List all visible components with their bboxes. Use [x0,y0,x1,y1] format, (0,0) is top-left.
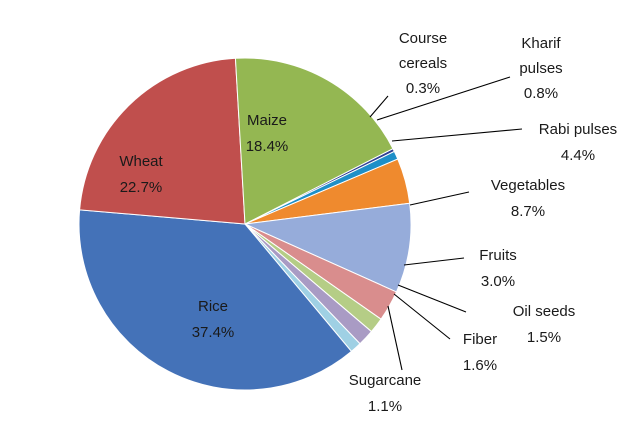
slice-value-rice: 37.4% [192,324,235,341]
slice-value-wheat: 22.7% [120,179,163,196]
slice-label-vegetables: Vegetables [491,177,565,194]
leader-line-kharif-pulses [376,76,511,121]
slice-value-fruits: 3.0% [481,273,515,290]
slice-label-course-cereals-line2: cereals [399,55,447,72]
pie-slice-wheat [79,57,246,225]
slice-value-kharif-pulses: 0.8% [524,85,558,102]
leader-line-fruits [403,257,465,266]
pie-slice-vegetables [243,202,412,293]
pie-slice-maize [234,57,394,225]
slice-value-course-cereals: 0.3% [406,80,440,97]
slice-value-vegetables: 8.7% [511,203,545,220]
slice-label-fiber: Fiber [463,331,497,348]
slice-value-rabi-pulses: 4.4% [561,147,595,164]
slice-value-oil-seeds: 1.5% [527,329,561,346]
slice-label-oil-seeds: Oil seeds [513,303,576,320]
slice-value-sugarcane: 1.1% [368,398,402,415]
slice-label-maize: Maize [247,112,287,129]
leader-line-course-cereals [369,95,389,118]
slice-label-kharif-pulses-line1: Kharif [521,35,561,52]
leader-line-vegetables [409,191,470,206]
leader-line-oil-seeds [397,284,467,313]
slice-label-wheat: Wheat [119,153,163,170]
slice-label-sugarcane: Sugarcane [349,372,422,389]
slice-label-course-cereals-line1: Course [399,30,447,47]
slice-label-rabi-pulses: Rabi pulses [539,121,617,138]
leader-line-sugarcane [387,305,403,371]
leader-line-rabi-pulses [391,128,523,142]
leader-line-fiber [393,293,451,340]
slice-label-fruits: Fruits [479,247,517,264]
slice-value-maize: 18.4% [246,138,289,155]
slice-label-kharif-pulses-line2: pulses [519,60,562,77]
slice-label-rice: Rice [198,298,228,315]
slice-value-fiber: 1.6% [463,357,497,374]
pie-slice-rice [78,209,353,391]
